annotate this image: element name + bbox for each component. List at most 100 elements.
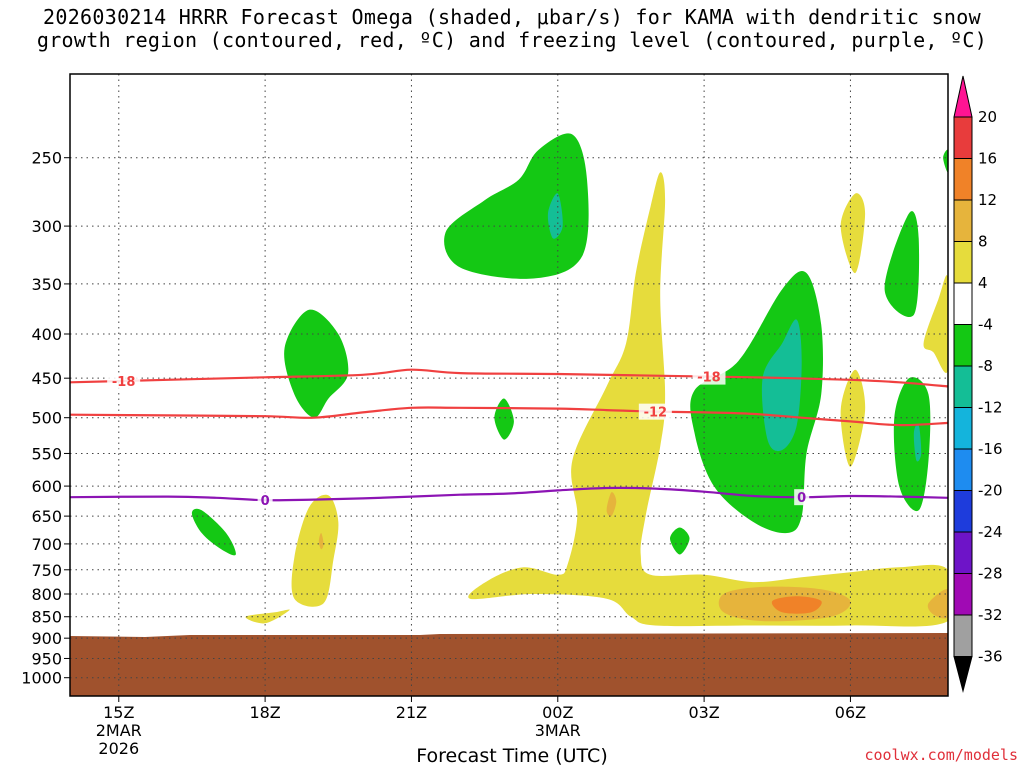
omega-region-15 — [840, 193, 866, 274]
colorbar-swatch — [953, 282, 973, 325]
colorbar-swatch — [953, 490, 973, 533]
y-tick-label: 850 — [31, 608, 62, 627]
colorbar-swatch — [953, 407, 973, 450]
omega-region-22 — [771, 596, 822, 614]
colorbar-label: 16 — [978, 150, 997, 168]
y-tick-label: 700 — [31, 535, 62, 554]
omega-region-1 — [284, 309, 349, 418]
x-tick-date-label: 2MAR — [96, 721, 142, 740]
contour-label-0: 0 — [261, 494, 270, 509]
colorbar-label: -28 — [978, 565, 1003, 583]
omega-region-21 — [318, 532, 324, 550]
y-tick-label: 900 — [31, 629, 62, 648]
omega-region-2 — [444, 133, 589, 279]
omega-region-11 — [943, 149, 948, 173]
colorbar-label: -24 — [978, 523, 1003, 541]
chart-title-line-1: 2026030214 HRRR Forecast Omega (shaded, … — [43, 5, 981, 29]
terrain-fill — [70, 632, 948, 696]
colorbar-swatch — [953, 324, 973, 367]
x-tick-label: 00Z — [542, 703, 573, 722]
isotherm--18 — [70, 368, 948, 388]
y-tick-label: 950 — [31, 649, 62, 668]
contour-label-bg — [638, 403, 672, 420]
colorbar-label: 4 — [978, 274, 988, 292]
contour-label-bg — [257, 492, 273, 509]
x-tick-date-label: 2026 — [98, 739, 139, 758]
y-tick-label: 450 — [31, 369, 62, 388]
contour-label-bg — [794, 489, 810, 506]
colorbar-label: -32 — [978, 606, 1003, 624]
omega-colorbar: 20 16 12 8 4 -4 -8 -12 -16 -20 -24 -28 -32 -36 — [953, 75, 1003, 693]
x-tick-label: 06Z — [835, 703, 866, 722]
x-tick-label: 03Z — [688, 703, 719, 722]
omega-shaded-fields — [191, 133, 948, 627]
colorbar-swatch — [953, 531, 973, 574]
y-tick-label: 400 — [31, 325, 62, 344]
omega-region-8 — [884, 211, 920, 318]
colorbar-label: -20 — [978, 482, 1003, 500]
y-tick-label: 300 — [31, 217, 62, 236]
omega-region-3 — [547, 193, 563, 239]
isotherm-0 — [70, 486, 948, 502]
isotherm--12 — [70, 406, 948, 427]
omega-region-17 — [923, 275, 948, 373]
x-tick-label: 18Z — [249, 703, 280, 722]
y-tick-label: 250 — [31, 149, 62, 168]
x-axis-label: Forecast Time (UTC) — [416, 745, 608, 767]
chart-title: 2026030214 HRRR Forecast Omega (shaded, … — [0, 6, 1024, 52]
gridlines — [70, 74, 948, 696]
omega-region-12 — [468, 172, 948, 627]
colorbar-swatch — [953, 116, 973, 159]
y-tick-label: 750 — [31, 561, 62, 580]
colorbar-swatch — [953, 573, 973, 616]
colorbar-label: 12 — [978, 191, 997, 209]
contour-label--12: -12 — [644, 406, 668, 421]
contour-label--18: -18 — [697, 371, 721, 386]
omega-region-16 — [840, 369, 866, 467]
source-credit: coolwx.com/models — [864, 746, 1018, 764]
pressure-axis: 250 300 350 400 450 500 550 600 650 700 750 800 850 9… — [21, 149, 70, 688]
chart-title-line-2: growth region (contoured, red, ºC) and f… — [36, 28, 988, 52]
colorbar-label: -4 — [978, 316, 993, 334]
colorbar-label: -36 — [978, 648, 1003, 666]
contour-label-bg — [107, 372, 141, 389]
colorbar-swatch — [953, 448, 973, 491]
colorbar-top-triangle — [953, 75, 973, 118]
y-tick-label: 500 — [31, 409, 62, 428]
colorbar-label: -16 — [978, 440, 1003, 458]
colorbar-label: -8 — [978, 357, 993, 375]
x-tick-date-label: 3MAR — [535, 721, 581, 740]
omega-region-14 — [245, 609, 290, 624]
plot-frame — [69, 73, 949, 697]
colorbar-swatch — [953, 199, 973, 242]
y-tick-label: 350 — [31, 275, 62, 294]
colorbar-swatch — [953, 365, 973, 408]
contour-label-bg — [692, 368, 726, 385]
y-tick-label: 650 — [31, 507, 62, 526]
y-tick-label: 550 — [31, 444, 62, 463]
colorbar-label: -12 — [978, 399, 1003, 417]
contour-label-0: 0 — [797, 491, 806, 506]
omega-region-7 — [670, 527, 690, 555]
y-tick-label: 800 — [31, 585, 62, 604]
colorbar-swatch — [953, 241, 973, 284]
colorbar-bottom-triangle — [953, 656, 973, 693]
temperature-contours: -18 -18 -12 0 0 — [70, 368, 948, 509]
omega-region-20 — [927, 589, 948, 619]
omega-region-9 — [893, 377, 931, 512]
contour-label--18: -18 — [112, 375, 136, 390]
omega-region-4 — [494, 398, 514, 440]
colorbar-swatch — [953, 158, 973, 201]
colorbar-label: 8 — [978, 233, 988, 251]
omega-region-13 — [291, 494, 339, 607]
colorbar-label: 20 — [978, 108, 997, 126]
x-tick-label: 21Z — [396, 703, 427, 722]
terrain-layer — [70, 632, 948, 696]
y-tick-label: 1000 — [21, 669, 62, 688]
x-tick-label: 15Z — [103, 703, 134, 722]
omega-region-10 — [913, 423, 922, 462]
omega-region-18 — [606, 492, 617, 517]
y-tick-label: 600 — [31, 477, 62, 496]
